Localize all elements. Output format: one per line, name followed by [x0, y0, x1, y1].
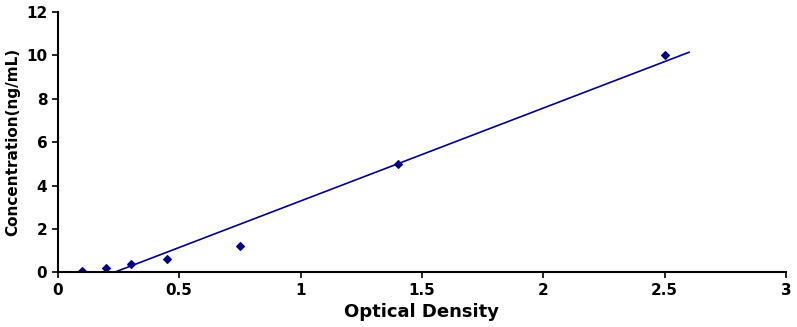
Y-axis label: Concentration(ng/mL): Concentration(ng/mL)	[6, 48, 21, 236]
X-axis label: Optical Density: Optical Density	[344, 303, 500, 321]
